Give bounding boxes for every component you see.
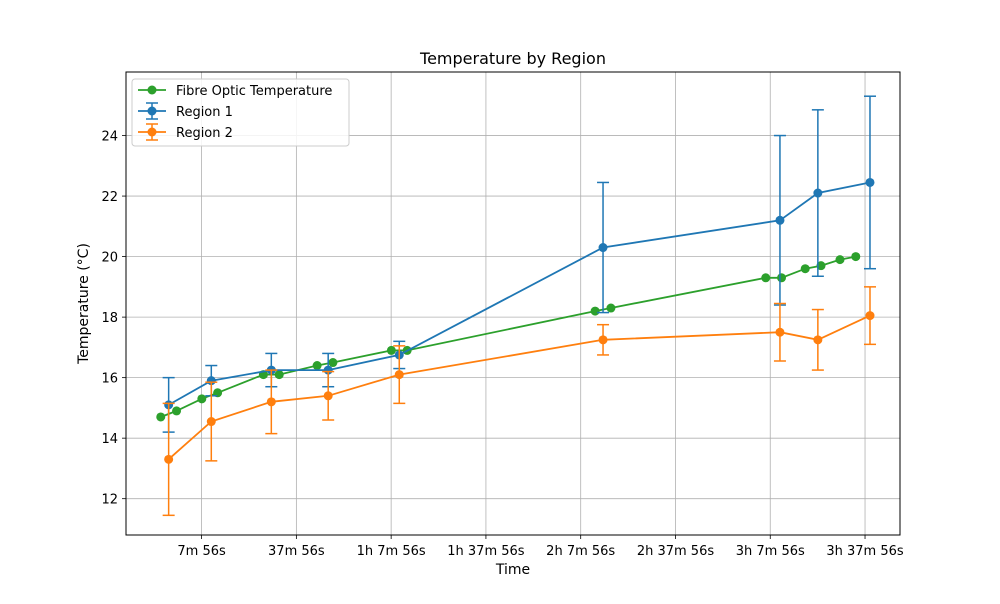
- x-tick-label: 2h 7m 56s: [546, 544, 615, 559]
- series-3: [162, 286, 876, 517]
- y-tick-label: 14: [101, 432, 118, 447]
- data-point: [274, 370, 284, 380]
- legend-item: Region 2: [138, 123, 233, 141]
- y-tick-label: 22: [101, 190, 118, 205]
- y-tick-label: 20: [101, 251, 118, 266]
- data-point: [323, 391, 333, 401]
- data-point: [865, 311, 875, 321]
- legend-item: Region 1: [138, 102, 233, 120]
- legend-marker: [147, 127, 157, 137]
- data-point: [775, 327, 785, 337]
- x-tick-label: 3h 7m 56s: [736, 544, 805, 559]
- x-axis-label: Time: [495, 562, 530, 578]
- data-point: [816, 261, 826, 271]
- data-point: [865, 177, 875, 187]
- data-point: [328, 358, 338, 368]
- x-tick-label: 1h 7m 56s: [357, 544, 426, 559]
- legend: Fibre Optic Temperature Region 1 Region 2: [131, 78, 350, 147]
- data-point: [206, 417, 216, 427]
- data-point: [813, 188, 823, 198]
- legend-label: Region 2: [176, 126, 233, 141]
- data-point: [606, 303, 616, 313]
- plot-frame: [125, 71, 901, 536]
- legend-marker: [147, 106, 157, 116]
- x-tick-label: 1h 37m 56s: [447, 544, 525, 559]
- data-point: [312, 361, 322, 371]
- x-tick-label: 3h 37m 56s: [826, 544, 904, 559]
- x-tick-label: 37m 56s: [268, 544, 325, 559]
- data-point: [164, 454, 174, 464]
- data-point: [156, 412, 166, 422]
- y-tick-label: 18: [101, 311, 118, 326]
- data-point: [266, 397, 276, 407]
- series-layer: [156, 95, 876, 517]
- data-point: [800, 264, 810, 274]
- data-point: [761, 273, 771, 283]
- series-2: [162, 95, 876, 433]
- data-point: [598, 335, 608, 345]
- series-1: [156, 252, 861, 422]
- data-point: [777, 273, 787, 283]
- legend-label: Region 1: [176, 105, 233, 120]
- y-tick-label: 12: [101, 493, 118, 508]
- y-axis-label: Temperature (°C): [76, 243, 92, 365]
- x-tick-label: 7m 56s: [177, 544, 226, 559]
- data-point: [590, 306, 600, 316]
- legend-box: [131, 78, 350, 147]
- data-point: [851, 252, 861, 262]
- data-point: [598, 243, 608, 253]
- x-tick-label: 2h 37m 56s: [637, 544, 715, 559]
- legend-marker: [147, 85, 157, 95]
- data-point: [813, 335, 823, 345]
- data-point: [775, 215, 785, 225]
- series-line: [160, 255, 856, 418]
- legend-item: Fibre Optic Temperature: [138, 84, 332, 99]
- legend-label: Fibre Optic Temperature: [176, 84, 332, 99]
- data-point: [172, 406, 182, 416]
- y-tick-label: 24: [101, 130, 118, 145]
- data-point: [197, 394, 207, 404]
- data-point: [394, 370, 404, 380]
- chart-title: Temperature by Region: [419, 49, 606, 68]
- y-tick-label: 16: [101, 372, 118, 387]
- data-point: [386, 345, 396, 355]
- axis-ticks: 7m 56s 37m 56s 1h 7m 56s 1h 37m 56s 2h 7m 56…: [101, 130, 903, 559]
- data-point: [213, 388, 223, 398]
- data-point: [835, 255, 845, 265]
